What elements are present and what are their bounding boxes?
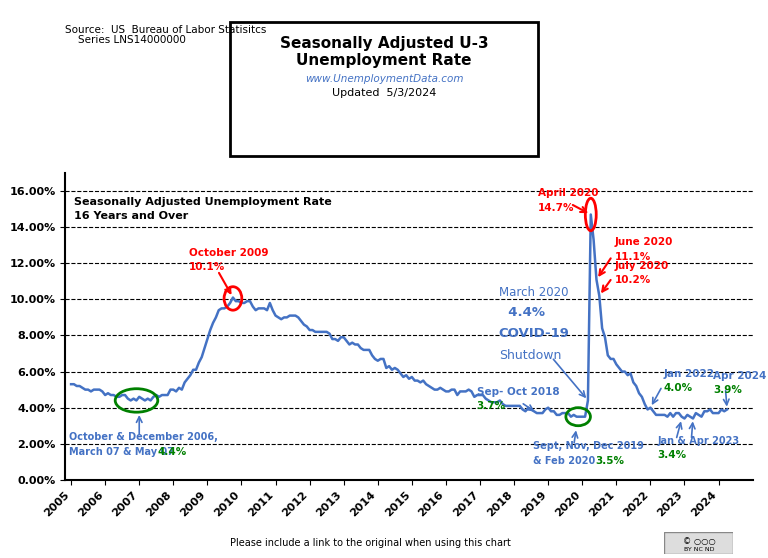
Text: 11.1%: 11.1% — [614, 252, 650, 262]
Text: Shutdown: Shutdown — [498, 349, 561, 362]
Text: Seasonally Adjusted U-3: Seasonally Adjusted U-3 — [280, 36, 488, 51]
Text: 3.4%: 3.4% — [657, 450, 687, 460]
Text: Jan & Apr 2023: Jan & Apr 2023 — [657, 436, 740, 446]
Text: COVID-19: COVID-19 — [498, 327, 570, 340]
Text: Sept, Nov, Dec 2019: Sept, Nov, Dec 2019 — [533, 441, 644, 451]
Text: 4.0%: 4.0% — [664, 383, 693, 393]
Text: 4.4%: 4.4% — [498, 306, 545, 319]
Text: Jan 2022: Jan 2022 — [664, 369, 714, 379]
Text: March 07 & May 07: March 07 & May 07 — [69, 446, 181, 456]
Text: 4.4%: 4.4% — [158, 446, 187, 456]
Text: 10.1%: 10.1% — [189, 262, 225, 272]
Text: Unemployment Rate: Unemployment Rate — [296, 53, 472, 68]
Text: October 2009: October 2009 — [189, 248, 268, 258]
Text: Series LNS14000000: Series LNS14000000 — [65, 35, 186, 45]
Text: June 2020: June 2020 — [614, 237, 673, 247]
Text: BY NC ND: BY NC ND — [684, 547, 714, 552]
Text: www.UnemploymentData.com: www.UnemploymentData.com — [305, 74, 463, 84]
Text: April 2020: April 2020 — [538, 189, 598, 199]
Text: 16 Years and Over: 16 Years and Over — [74, 211, 189, 221]
Text: October & December 2006,: October & December 2006, — [69, 432, 218, 442]
Text: March 2020: March 2020 — [498, 286, 568, 299]
Text: Apr 2024: Apr 2024 — [713, 371, 766, 381]
Text: Sep- Oct 2018: Sep- Oct 2018 — [477, 387, 559, 397]
Text: Source:  US  Bureau of Labor Statisitcs: Source: US Bureau of Labor Statisitcs — [65, 25, 266, 35]
Text: 10.2%: 10.2% — [614, 275, 650, 285]
Text: 3.9%: 3.9% — [713, 385, 743, 395]
Text: July 2020: July 2020 — [614, 261, 669, 271]
Text: Seasonally Adjusted Unemployment Rate: Seasonally Adjusted Unemployment Rate — [74, 198, 333, 208]
Text: 3.5%: 3.5% — [595, 456, 624, 465]
Text: 14.7%: 14.7% — [538, 203, 574, 213]
Text: Updated  5/3/2024: Updated 5/3/2024 — [332, 88, 436, 98]
Text: 3.7%: 3.7% — [477, 401, 506, 411]
FancyBboxPatch shape — [664, 532, 733, 554]
Text: & Feb 2020: & Feb 2020 — [533, 456, 602, 465]
Text: Please include a link to the original when using this chart: Please include a link to the original wh… — [230, 538, 511, 548]
Text: © ○○○: © ○○○ — [683, 537, 715, 546]
